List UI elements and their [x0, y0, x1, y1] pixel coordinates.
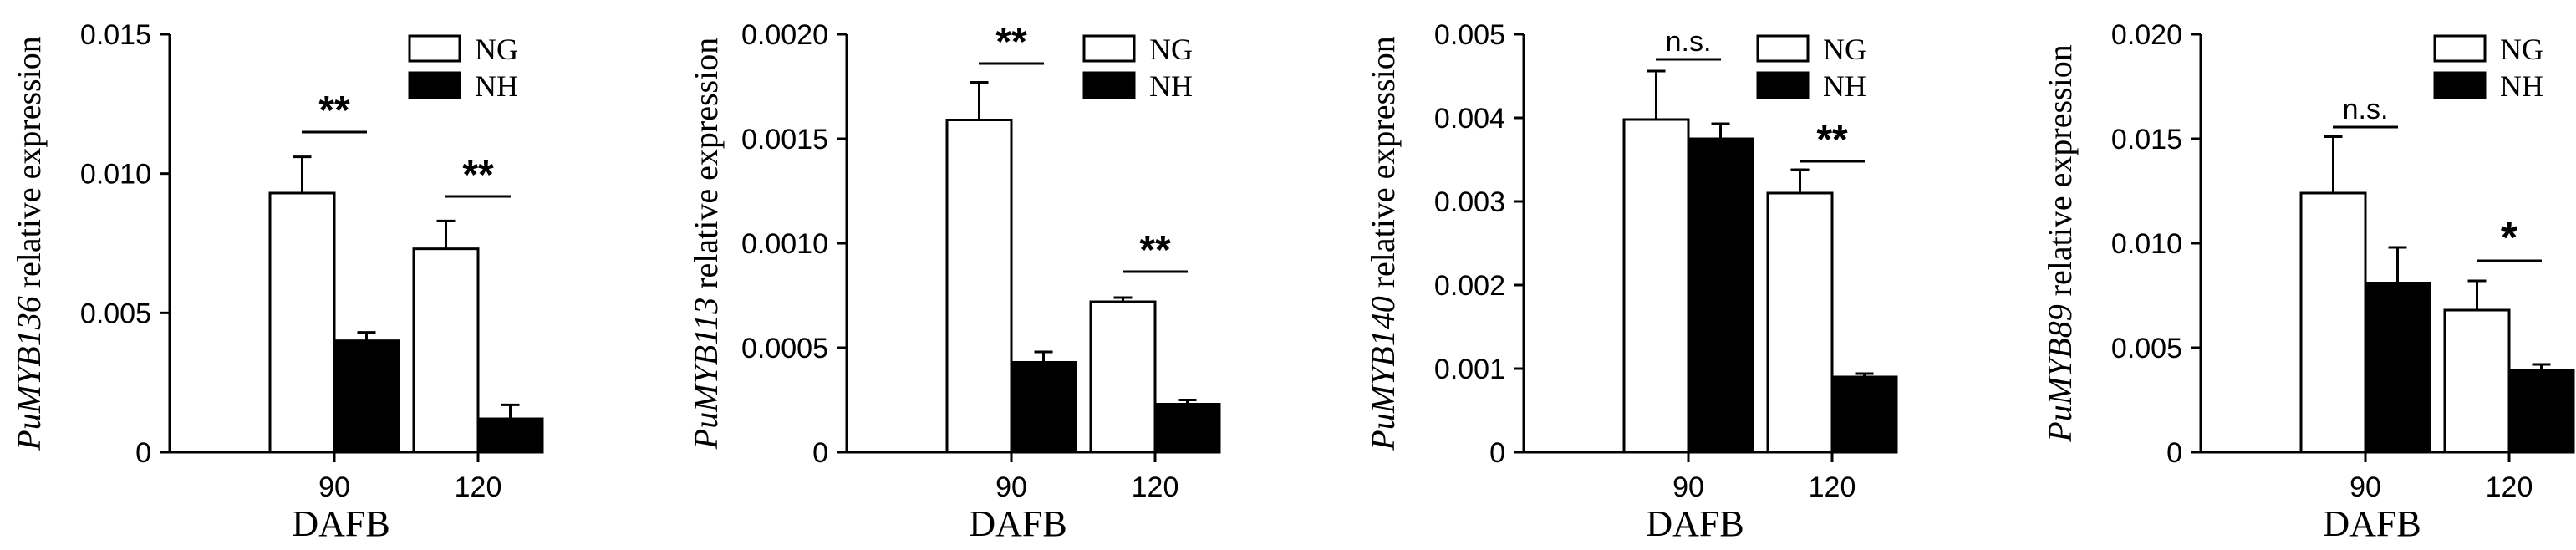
- significance-label: **: [1816, 118, 1848, 162]
- bar-nh-120: [1830, 375, 1898, 454]
- legend-swatch-ng: [1756, 34, 1810, 63]
- bar-ng-90: [268, 191, 336, 454]
- bar-ng-120: [2443, 308, 2511, 454]
- y-axis-gene: PuMYB89: [2041, 304, 2079, 442]
- y-tick-label: 0: [1489, 437, 1505, 469]
- legend-swatch-ng: [2433, 34, 2487, 63]
- y-tick-label: 0: [135, 437, 151, 469]
- x-tick-label: 120: [1809, 471, 1856, 503]
- y-axis-unit: relative expression: [1364, 36, 1402, 296]
- y-tick-label: 0.015: [80, 19, 151, 51]
- x-tick-label: 120: [2486, 471, 2533, 503]
- y-tick-label: 0.0015: [741, 124, 828, 155]
- y-axis-unit: relative expression: [687, 38, 725, 298]
- y-tick-label: 0.0020: [741, 19, 828, 51]
- bar-nh-90: [333, 339, 400, 454]
- chart-panel-pumyb89: 0 0.005 0.010 0.015 0.020 PuMYB89 relative ex…: [2041, 19, 2575, 544]
- y-tick-label: 0.0005: [741, 333, 828, 364]
- y-tick-label: 0.005: [1434, 19, 1505, 51]
- legend-swatch-nh: [1082, 71, 1136, 99]
- y-tick-label: 0.005: [2111, 333, 2182, 364]
- legend-swatch-nh: [408, 71, 461, 99]
- significance-label: n.s.: [2343, 94, 2389, 125]
- x-tick-label: 120: [455, 471, 502, 503]
- legend-label-nh: NH: [2500, 69, 2543, 103]
- bar-nh-120: [1153, 403, 1221, 454]
- y-axis-gene: PuMYB140: [1364, 296, 1402, 451]
- bar-nh-90: [1010, 361, 1077, 454]
- significance-label: **: [995, 20, 1027, 64]
- x-axis-title: DAFB: [1646, 503, 1744, 544]
- y-tick-label: 0.002: [1434, 270, 1505, 302]
- bar-ng-90: [2299, 191, 2367, 454]
- y-tick-label: 0.020: [2111, 19, 2182, 51]
- legend-label-ng: NG: [1149, 33, 1193, 66]
- y-tick-label: 0.010: [80, 159, 151, 191]
- significance-label: **: [462, 153, 494, 197]
- y-axis-title: PuMYB113 relative expression: [687, 38, 725, 450]
- x-tick-label: 120: [1132, 471, 1179, 503]
- y-axis-unit: relative expression: [2041, 44, 2079, 304]
- legend-swatch-nh: [2433, 71, 2487, 99]
- chart-panel-pumyb136: 0 0.005 0.010 0.015 PuMYB136 relative expres…: [10, 19, 544, 544]
- chart-panel-pumyb113: 0 0.0005 0.0010 0.0015 0.0020 PuMYB113 relati…: [687, 19, 1221, 544]
- y-axis-title: PuMYB140 relative expression: [1364, 36, 1402, 451]
- significance-label: **: [1139, 228, 1171, 272]
- bar-nh-120: [2507, 369, 2575, 454]
- legend-swatch-ng: [1082, 34, 1136, 63]
- y-tick-label: 0.005: [80, 298, 151, 329]
- bar-nh-90: [1687, 137, 1754, 454]
- significance-label: **: [318, 89, 350, 133]
- bar-ng-120: [412, 247, 480, 454]
- x-tick-label: 90: [1672, 471, 1704, 503]
- legend-label-ng: NG: [2500, 33, 2543, 66]
- y-tick-label: 0: [812, 437, 828, 469]
- x-axis-title: DAFB: [292, 503, 389, 544]
- legend-label-nh: NH: [475, 69, 518, 103]
- y-axis-gene: PuMYB136: [10, 296, 48, 451]
- chart-panel-pumyb140: 0 0.001 0.002 0.003 0.004 0.005 PuMYB140 relat…: [1364, 19, 1898, 544]
- y-axis-title: PuMYB89 relative expression: [2041, 44, 2079, 442]
- legend-label-nh: NH: [1149, 69, 1193, 103]
- bar-ng-120: [1089, 300, 1157, 454]
- bar-ng-90: [1622, 118, 1690, 454]
- y-axis-gene: PuMYB113: [687, 298, 725, 450]
- y-tick-label: 0.015: [2111, 124, 2182, 155]
- y-tick-label: 0.0010: [741, 228, 828, 260]
- legend-label-nh: NH: [1823, 69, 1866, 103]
- y-axis-unit: relative expression: [10, 36, 48, 296]
- y-tick-label: 0.010: [2111, 228, 2182, 260]
- legend-swatch-ng: [408, 34, 461, 63]
- x-axis-title: DAFB: [969, 503, 1067, 544]
- legend-swatch-nh: [1756, 71, 1810, 99]
- significance-label: n.s.: [1666, 26, 1712, 58]
- significance-label: *: [2501, 214, 2518, 262]
- bar-ng-90: [945, 119, 1013, 454]
- y-tick-label: 0: [2166, 437, 2182, 469]
- x-axis-title: DAFB: [2323, 503, 2421, 544]
- bar-nh-120: [476, 417, 544, 454]
- y-tick-label: 0.001: [1434, 354, 1505, 385]
- bar-ng-120: [1766, 191, 1834, 454]
- y-tick-label: 0.003: [1434, 186, 1505, 218]
- legend-label-ng: NG: [475, 33, 518, 66]
- y-axis-title: PuMYB136 relative expression: [10, 36, 48, 451]
- x-tick-label: 90: [318, 471, 350, 503]
- legend-label-ng: NG: [1823, 33, 1866, 66]
- x-tick-label: 90: [995, 471, 1027, 503]
- x-tick-label: 90: [2349, 471, 2381, 503]
- bar-nh-90: [2364, 282, 2431, 454]
- y-tick-label: 0.004: [1434, 103, 1505, 135]
